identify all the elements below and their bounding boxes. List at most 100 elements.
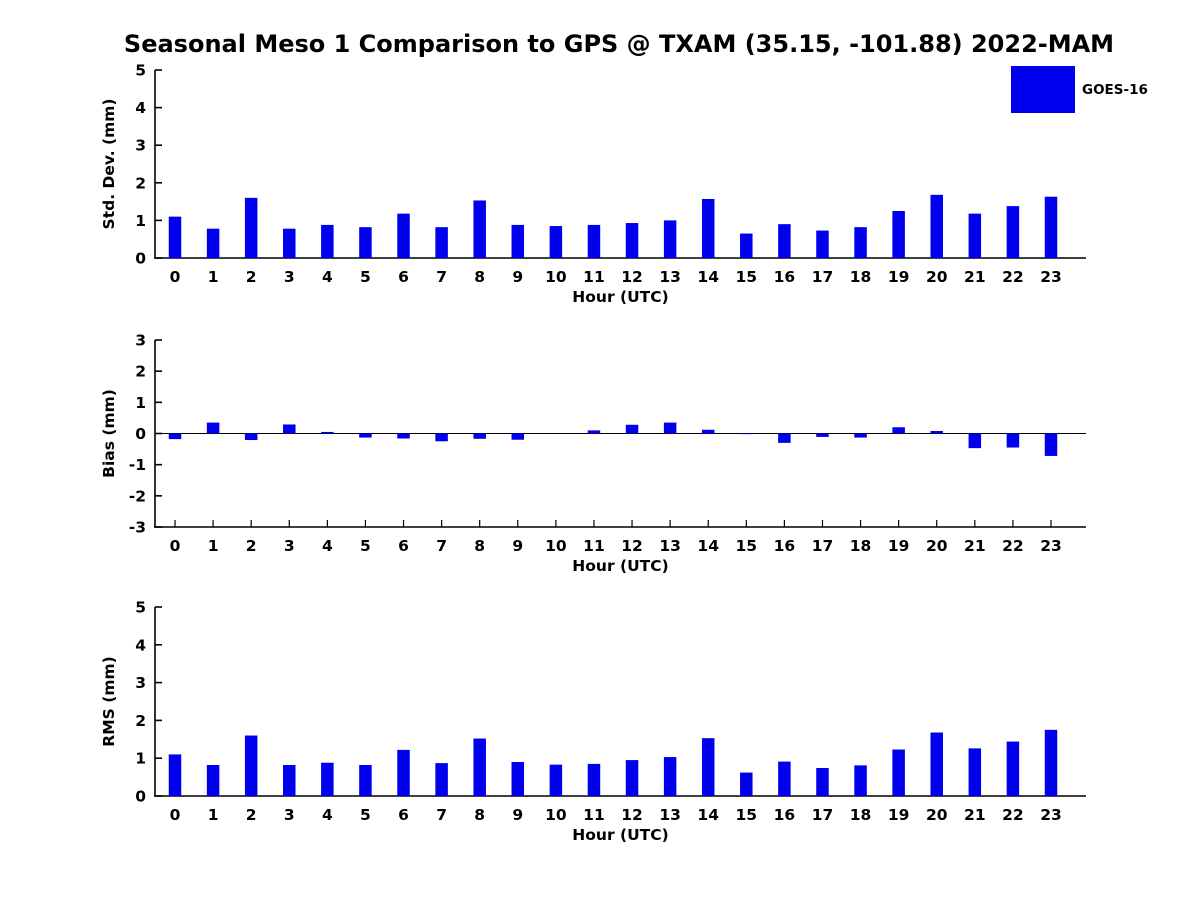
x-tick-label: 22 (1002, 806, 1024, 824)
x-tick-label: 17 (812, 537, 834, 555)
bar-hour-8 (473, 738, 486, 796)
x-tick-label: 14 (697, 537, 719, 555)
bar-hour-13 (663, 422, 677, 434)
bar-hour-17 (816, 230, 829, 258)
bar-hour-23 (1044, 729, 1058, 796)
y-tick-label: -3 (129, 519, 146, 537)
bar-hour-19 (892, 749, 905, 796)
x-tick-label: 5 (360, 268, 371, 286)
bar-hour-21 (968, 433, 982, 449)
x-tick-label: 14 (697, 268, 719, 286)
bar-hour-7 (435, 763, 448, 796)
y-axis-title: Std. Dev. (mm) (100, 99, 118, 230)
x-tick-label: 15 (736, 806, 758, 824)
bar-hour-10 (549, 226, 563, 258)
x-axis-title: Hour (UTC) (572, 288, 668, 306)
x-tick-label: 20 (926, 537, 948, 555)
bar-hour-12 (625, 424, 639, 434)
x-tick-label: 16 (774, 268, 796, 286)
x-tick-label: 15 (736, 537, 758, 555)
y-tick-label: 1 (135, 394, 146, 412)
bar-hour-6 (397, 749, 410, 796)
bar-hour-14 (701, 738, 715, 796)
x-tick-label: 7 (436, 537, 447, 555)
y-tick-label: 3 (135, 674, 146, 692)
x-axis-title: Hour (UTC) (572, 557, 668, 575)
bar-hour-6 (397, 433, 410, 439)
bar-hour-9 (511, 224, 525, 258)
x-tick-label: 1 (208, 537, 219, 555)
bar-hour-18 (854, 765, 867, 796)
x-tick-label: 5 (360, 537, 371, 555)
x-tick-label: 0 (170, 268, 181, 286)
x-tick-label: 12 (621, 806, 643, 824)
x-tick-label: 21 (964, 806, 986, 824)
x-tick-label: 20 (926, 806, 948, 824)
y-tick-label: 2 (135, 712, 146, 730)
x-tick-label: 2 (246, 268, 257, 286)
x-tick-label: 8 (474, 537, 485, 555)
bar-hour-22 (1006, 741, 1020, 796)
x-tick-label: 9 (512, 537, 523, 555)
bar-hour-20 (930, 194, 943, 258)
bar-hour-7 (435, 433, 448, 442)
bar-hour-2 (244, 433, 258, 441)
bar-hour-20 (930, 732, 943, 796)
y-tick-label: 4 (135, 636, 146, 654)
legend-label: GOES-16 (1082, 81, 1148, 98)
bar-hour-4 (321, 431, 334, 434)
bar-hour-17 (816, 433, 829, 437)
y-tick-label: 0 (135, 788, 146, 806)
x-tick-label: 2 (246, 537, 257, 555)
x-tick-label: 23 (1040, 537, 1062, 555)
bar-hour-3 (283, 765, 296, 796)
bar-hour-5 (359, 433, 372, 438)
bar-hour-11 (587, 430, 601, 434)
bar-hour-1 (206, 228, 220, 258)
bar-hour-7 (435, 227, 448, 258)
bar-hour-18 (854, 227, 867, 258)
y-tick-label: -2 (129, 487, 146, 505)
bar-hour-0 (168, 754, 182, 796)
bar-hour-1 (206, 422, 220, 434)
x-tick-label: 16 (774, 806, 796, 824)
x-tick-label: 13 (659, 806, 681, 824)
x-tick-label: 19 (888, 537, 910, 555)
x-tick-label: 6 (398, 268, 409, 286)
bar-hour-10 (549, 764, 563, 796)
x-tick-label: 23 (1040, 806, 1062, 824)
bar-hour-1 (206, 765, 220, 796)
bar-hour-15 (740, 772, 753, 796)
bar-hour-3 (283, 228, 296, 258)
y-tick-label: 2 (135, 363, 146, 381)
bar-hour-13 (663, 220, 677, 258)
legend: GOES-16 (1011, 66, 1148, 113)
y-tick-label: 5 (135, 599, 146, 617)
x-tick-label: 5 (360, 806, 371, 824)
x-tick-label: 3 (284, 268, 295, 286)
x-tick-label: 8 (474, 806, 485, 824)
x-tick-label: 9 (512, 806, 523, 824)
y-tick-label: 2 (135, 174, 146, 192)
x-tick-label: 7 (436, 806, 447, 824)
x-tick-label: 18 (850, 806, 872, 824)
bar-hour-5 (359, 227, 372, 258)
x-tick-label: 4 (322, 268, 333, 286)
bar-hour-11 (587, 224, 601, 258)
figure-title: Seasonal Meso 1 Comparison to GPS @ TXAM… (123, 30, 1115, 58)
bar-hour-4 (321, 762, 334, 796)
bar-hour-8 (473, 200, 486, 258)
x-axis-title: Hour (UTC) (572, 826, 668, 844)
x-tick-label: 19 (888, 806, 910, 824)
x-tick-label: 4 (322, 537, 333, 555)
bar-hour-0 (168, 216, 182, 258)
x-tick-label: 11 (583, 537, 605, 555)
bar-hour-5 (359, 765, 372, 796)
bar-hour-0 (168, 433, 182, 440)
x-tick-label: 11 (583, 268, 605, 286)
